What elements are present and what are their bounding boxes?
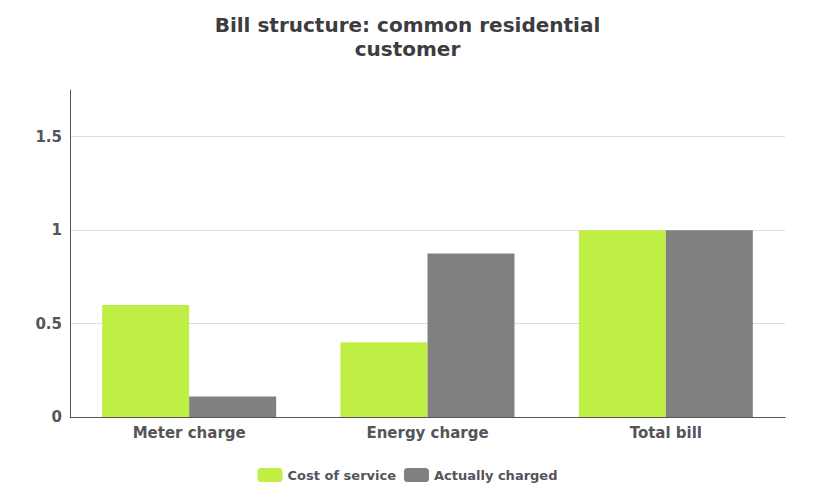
svg-text:0.5: 0.5 (35, 315, 62, 333)
svg-text:0: 0 (52, 408, 62, 426)
svg-text:Bill structure: common residen: Bill structure: common residential (215, 13, 601, 37)
svg-text:customer: customer (355, 37, 461, 61)
svg-text:Meter charge: Meter charge (133, 424, 246, 442)
svg-text:Energy charge: Energy charge (366, 424, 488, 442)
svg-text:Actually charged: Actually charged (434, 468, 558, 483)
svg-text:1.5: 1.5 (35, 128, 62, 146)
svg-text:Total bill: Total bill (630, 424, 702, 442)
svg-text:1: 1 (52, 221, 62, 239)
svg-text:Cost of service: Cost of service (288, 468, 397, 483)
